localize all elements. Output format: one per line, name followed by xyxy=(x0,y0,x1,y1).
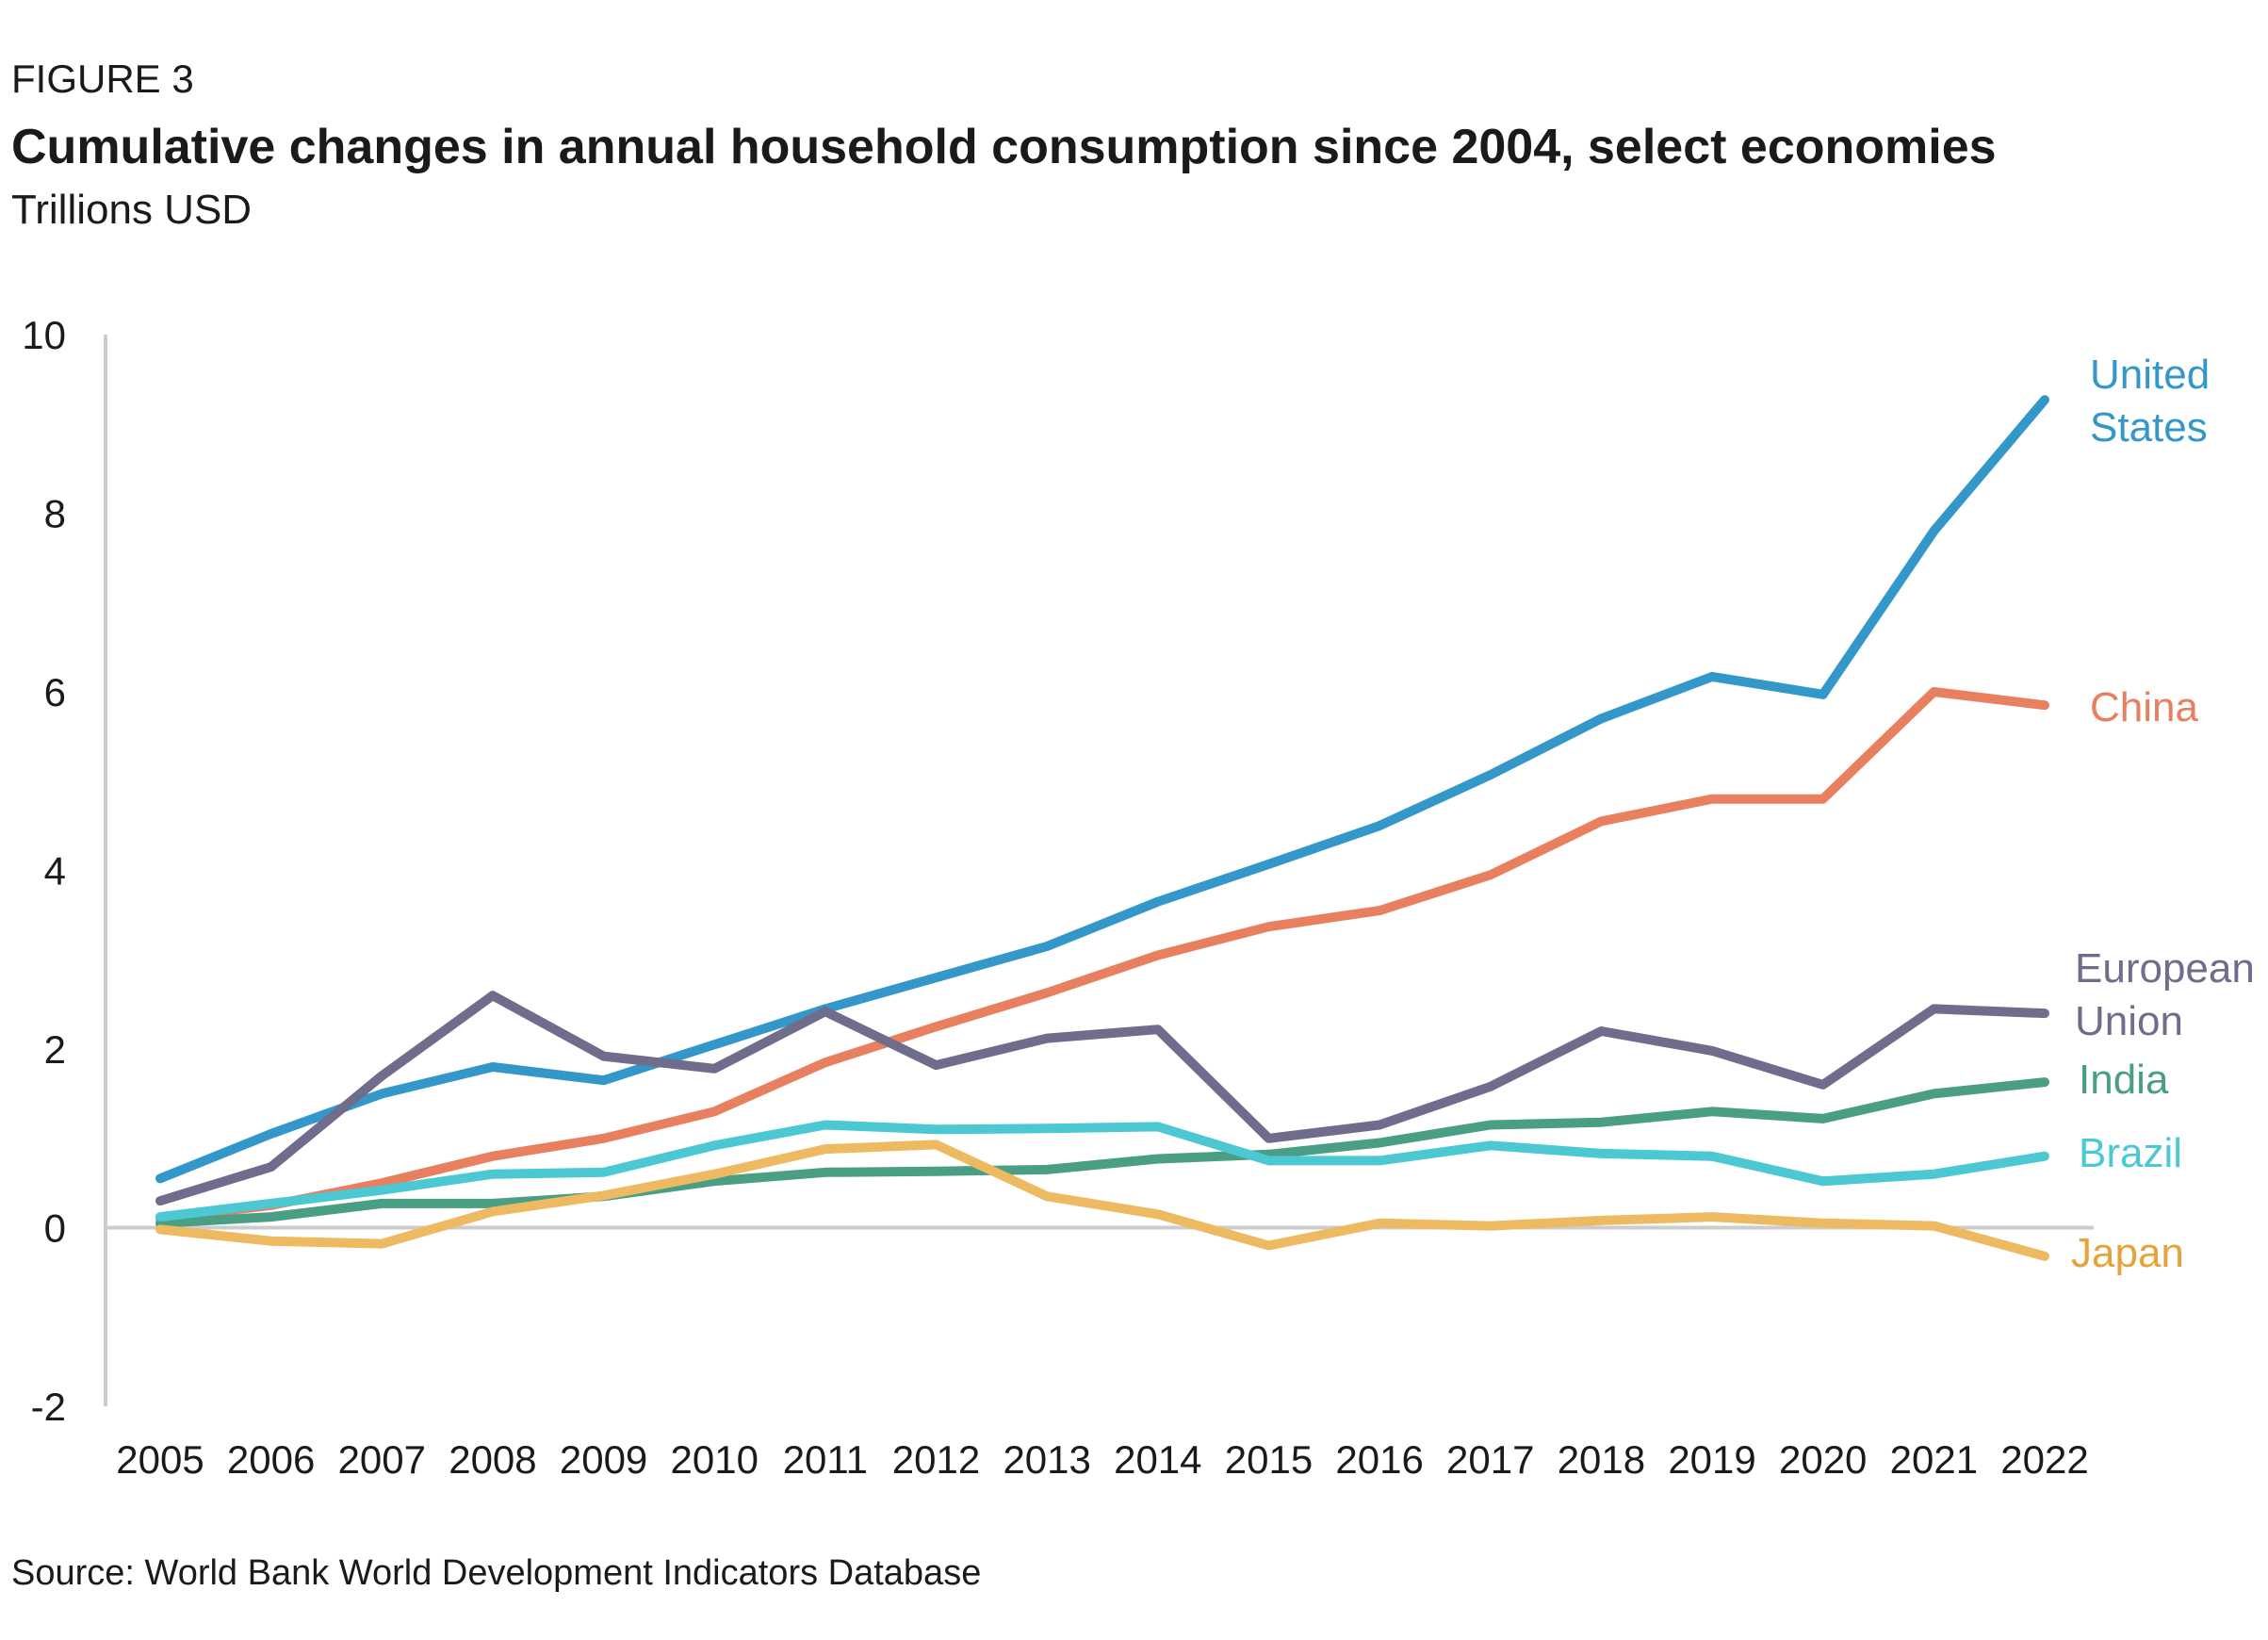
x-tick-label: 2010 xyxy=(671,1437,759,1482)
x-tick-label: 2012 xyxy=(892,1437,980,1482)
x-tick-label: 2007 xyxy=(338,1437,426,1482)
x-tick-label: 2011 xyxy=(783,1437,868,1482)
series-line-brazil xyxy=(155,1120,2049,1222)
series-lines xyxy=(155,395,2049,1261)
x-tick-label: 2018 xyxy=(1558,1437,1645,1482)
series-label-china: China xyxy=(2090,684,2198,730)
chart-subtitle: Trillions USD xyxy=(11,187,253,233)
series-label-united-states: United States xyxy=(2090,352,2210,451)
y-tick-label: -2 xyxy=(31,1385,66,1429)
y-tick-label: 0 xyxy=(44,1206,66,1251)
x-tick-label: 2013 xyxy=(1003,1437,1090,1482)
series-labels: United States China European Union India Brazi… xyxy=(2071,352,2255,1276)
x-tick-label: 2008 xyxy=(449,1437,536,1482)
x-tick-label: 2005 xyxy=(116,1437,204,1482)
x-tick-label: 2022 xyxy=(2000,1437,2088,1482)
series-label-india: India xyxy=(2079,1057,2169,1103)
x-tick-label: 2020 xyxy=(1779,1437,1867,1482)
x-tick-label: 2009 xyxy=(560,1437,647,1482)
x-tick-label: 2017 xyxy=(1446,1437,1534,1482)
x-tick-label: 2006 xyxy=(227,1437,315,1482)
series-line-united-states xyxy=(155,395,2049,1184)
axes: -2 0 2 4 6 8 10 2005 2006 2007 2008 2009 2010 2011 201… xyxy=(22,313,2094,1482)
x-tick-label: 2016 xyxy=(1335,1437,1423,1482)
series-line-china xyxy=(155,687,2049,1223)
series-label-japan: Japan xyxy=(2071,1230,2184,1276)
series-label-european-union: European Union xyxy=(2075,945,2255,1044)
figure-label: FIGURE 3 xyxy=(11,57,194,101)
x-tick-label: 2021 xyxy=(1890,1437,1978,1482)
series-label-brazil: Brazil xyxy=(2079,1130,2182,1176)
series-line-european-union xyxy=(155,991,2049,1206)
y-tick-label: 6 xyxy=(44,670,66,714)
x-tick-label: 2015 xyxy=(1225,1437,1313,1482)
x-tick-label: 2019 xyxy=(1668,1437,1755,1482)
y-tick-label: 8 xyxy=(44,492,66,536)
series-line-india xyxy=(155,1077,2049,1228)
y-tick-label: 2 xyxy=(44,1027,66,1072)
series-line-japan xyxy=(155,1140,2049,1261)
x-tick-label: 2014 xyxy=(1114,1437,1201,1482)
source-note: Source: World Bank World Development Ind… xyxy=(11,1553,982,1593)
chart-title: Cumulative changes in annual household c… xyxy=(11,120,1997,174)
y-tick-label: 4 xyxy=(44,849,66,894)
y-tick-label: 10 xyxy=(22,313,66,357)
